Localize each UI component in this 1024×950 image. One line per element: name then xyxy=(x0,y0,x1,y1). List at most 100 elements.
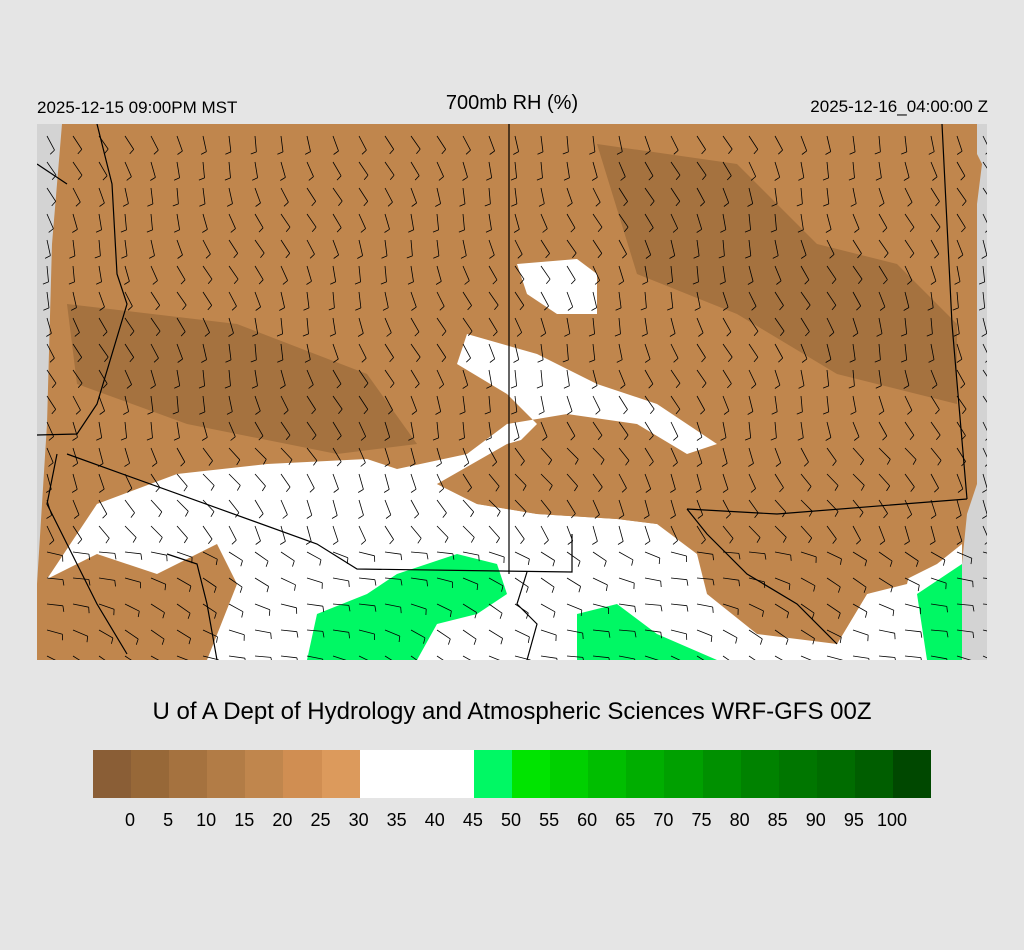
wind-barb xyxy=(748,499,759,514)
wind-barb xyxy=(540,525,549,541)
wind-barb-flag xyxy=(660,580,662,588)
wind-barb xyxy=(514,343,520,360)
wind-barb xyxy=(644,265,649,282)
wind-barb xyxy=(722,499,731,515)
wind-barb xyxy=(280,161,286,178)
wind-barb-flag xyxy=(801,150,807,155)
wind-barb xyxy=(566,343,569,360)
wind-barb-flag xyxy=(670,515,676,519)
wind-barb-flag xyxy=(907,410,913,415)
wind-barb-flag xyxy=(874,151,881,155)
wind-barb-flag xyxy=(283,201,289,207)
wind-barb xyxy=(202,135,207,152)
wind-barb xyxy=(800,239,807,256)
wind-barb-flag xyxy=(920,657,922,660)
wind-barb xyxy=(384,551,401,555)
wind-barb-flag xyxy=(180,331,186,337)
wind-barb-flag xyxy=(906,514,912,519)
wind-barb xyxy=(228,447,241,461)
wind-barb-flag xyxy=(258,435,264,441)
wind-barb xyxy=(358,135,367,151)
wind-barb xyxy=(930,187,940,202)
wind-barb xyxy=(618,213,629,228)
wind-barb-flag xyxy=(411,202,417,207)
wind-barb xyxy=(670,135,679,151)
wind-barb-flag xyxy=(527,636,530,643)
wind-barb-flag xyxy=(658,557,661,565)
wind-barb xyxy=(254,499,264,514)
wind-barb-flag xyxy=(389,357,394,363)
wind-barb-flag xyxy=(946,606,948,613)
wind-barb xyxy=(826,187,830,204)
colorbar-swatch xyxy=(740,750,779,798)
wind-barb xyxy=(878,213,888,229)
wind-barb-flag xyxy=(311,434,317,441)
wind-barb-flag xyxy=(255,202,261,207)
wind-barb-flag xyxy=(400,607,402,614)
wind-barb xyxy=(696,265,699,282)
wind-barb xyxy=(280,473,291,488)
wind-barb xyxy=(956,629,973,633)
wind-barb-flag xyxy=(788,583,791,590)
wind-barb xyxy=(72,447,79,464)
wind-barb-flag xyxy=(675,201,681,207)
wind-barb-flag xyxy=(231,539,237,545)
wind-barb-flag xyxy=(414,513,419,519)
wind-barb-flag xyxy=(701,382,707,389)
wind-barb-flag xyxy=(886,459,891,465)
wind-barb xyxy=(540,343,544,360)
wind-barb xyxy=(384,343,394,358)
wind-barb-flag xyxy=(562,151,569,155)
colorbar-swatch xyxy=(283,750,322,798)
wind-barb xyxy=(826,603,841,614)
wind-barb-flag xyxy=(463,462,470,467)
wind-barb-flag xyxy=(406,255,413,259)
colorbar-swatch xyxy=(93,750,132,798)
wind-barb xyxy=(254,135,257,152)
wind-barb-flag xyxy=(808,537,813,544)
wind-barb xyxy=(488,239,495,256)
wind-barb-flag xyxy=(779,330,785,337)
wind-barb xyxy=(254,577,269,587)
wind-barb xyxy=(748,239,752,256)
wind-barb xyxy=(306,161,314,177)
wind-barb xyxy=(722,317,732,333)
wind-barb xyxy=(72,213,78,230)
wind-barb xyxy=(930,577,947,584)
wind-barb-flag xyxy=(400,554,403,561)
wind-barb-flag xyxy=(625,460,630,466)
wind-barb-flag xyxy=(832,460,837,466)
wind-barb-flag xyxy=(172,203,179,207)
colorbar-tick: 30 xyxy=(348,810,369,830)
wind-barb xyxy=(904,473,915,488)
wind-barb-flag xyxy=(883,513,888,519)
wind-barb-flag xyxy=(486,177,492,181)
wind-barb xyxy=(826,161,829,178)
wind-barb-flag xyxy=(309,487,315,493)
wind-barb xyxy=(228,473,241,486)
wind-barb-flag xyxy=(423,637,426,644)
wind-barb-flag xyxy=(946,658,948,660)
wind-barb-flag xyxy=(363,409,369,415)
wind-barb-flag xyxy=(564,333,570,337)
wind-barb xyxy=(98,291,105,308)
wind-barb-flag xyxy=(216,636,218,643)
colorbar-tick: 0 xyxy=(124,810,136,830)
wind-barb-flag xyxy=(97,463,104,467)
wind-barb xyxy=(436,187,441,204)
wind-barb xyxy=(228,655,245,659)
wind-barb-flag xyxy=(667,307,673,311)
wind-barb-flag xyxy=(336,435,342,441)
wind-barb-flag xyxy=(99,306,105,311)
wind-barb-flag xyxy=(764,553,767,560)
colorbar-swatch xyxy=(816,750,855,798)
wind-barb-flag xyxy=(147,411,154,415)
wind-barb xyxy=(930,265,937,282)
wind-barb xyxy=(800,291,811,306)
wind-barb xyxy=(384,265,387,282)
wind-barb-flag xyxy=(332,540,339,545)
wind-barb-flag xyxy=(517,254,523,259)
wind-barb xyxy=(722,473,729,490)
wind-barb xyxy=(202,551,218,560)
wind-barb xyxy=(462,447,470,464)
